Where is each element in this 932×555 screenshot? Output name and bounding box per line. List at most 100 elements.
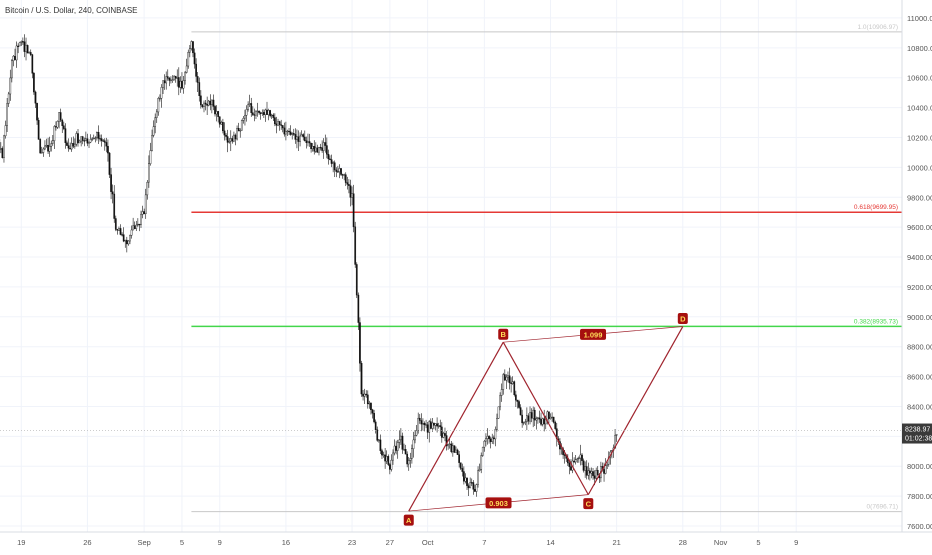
abcd-pattern[interactable]: A B C D 0.903 1.099 [403,313,688,526]
ratio-label-text: 0.903 [489,499,508,508]
candle-body [256,110,259,113]
candle-body [590,471,593,474]
candle-body [26,45,29,54]
candle-body [437,425,440,427]
candle-body [61,119,64,126]
candle-body [585,466,588,476]
candle-body [552,416,555,423]
pattern-leg[interactable] [502,341,589,495]
candle-body [223,130,226,136]
candle-body [190,41,193,49]
candle-body [368,403,371,405]
candle-body [75,133,78,145]
candle-body [480,455,483,470]
candle-body [499,395,501,408]
candle-body [99,138,101,140]
candle-body [543,418,546,425]
candle-body [136,223,139,226]
candle-body [529,412,531,422]
candle-body [422,423,424,425]
candle-body [343,174,346,176]
candle-body [17,45,19,47]
candle-body [86,138,89,144]
y-tick-label: 9400.00 [907,253,932,262]
candle-body [148,163,150,183]
x-tick-label: 27 [386,538,394,547]
candle-body [535,418,538,421]
ratio-label-bg [485,497,512,509]
candle-body [51,140,54,144]
pattern-leg[interactable] [587,326,684,495]
candle-body [280,124,283,126]
candle-body [129,235,131,242]
candle-body [53,126,56,141]
candle-body [140,214,142,225]
candle-body [458,454,460,463]
candle-body [212,99,215,107]
candle-body [105,142,108,147]
candle-body [42,148,45,153]
candle-body [510,382,512,384]
candle-body [516,399,519,402]
x-tick-label: 21 [612,538,620,547]
candle-body [485,438,487,442]
candle-body [332,162,334,164]
candle-body [64,128,67,143]
candle-body [420,420,423,425]
pattern-point-c[interactable]: C [583,498,594,510]
candle-body [217,111,220,117]
pattern-point-b[interactable]: B [498,328,509,340]
candle-body [40,152,43,154]
candle-body [62,125,65,129]
candle-body [310,142,312,150]
candle-body [302,134,305,138]
pattern-point-b-bg [498,328,509,340]
pattern-point-a[interactable]: A [403,514,414,526]
ratio-label[interactable]: 0.903 [485,497,512,509]
pattern-point-d[interactable]: D [677,313,688,325]
candle-body [382,454,385,456]
candle-body [211,99,213,105]
candle-body [281,125,284,129]
candle-body [85,138,87,142]
candle-body [533,409,536,421]
candle-body [157,98,160,113]
candle-body [327,154,330,160]
candle-body [554,421,557,429]
candle-body [201,104,204,108]
candle-body [321,147,323,151]
candle-body [396,442,399,451]
candle-body [176,77,179,79]
candle-body [349,185,352,198]
candle-body [346,182,349,185]
pattern-point-d-bg [677,313,688,325]
candle-body [288,130,290,133]
candle-body [283,127,286,135]
candle-body [366,394,369,405]
current-price-tag [902,423,932,444]
y-tick-label: 8000.00 [907,462,932,471]
candle-body [278,121,281,125]
candle-body [316,147,319,153]
candle-body [192,41,194,54]
candle-body [360,363,363,395]
candle-body [489,438,492,442]
candle-body [233,134,235,142]
candle-body [170,79,172,81]
candle-body [239,130,242,132]
candle-body [20,41,23,43]
candle-body [114,218,117,230]
pattern-leg[interactable] [408,341,504,512]
candle-body [587,470,590,476]
candle-body [80,136,82,142]
fib-level-label: 0.382(8935.73) [854,318,898,325]
ratio-label[interactable]: 1.099 [580,328,607,340]
candle-body [544,419,547,425]
candle-body [389,464,391,470]
candle-body [237,128,240,132]
candle-body [299,135,301,142]
candle-body [521,414,523,424]
